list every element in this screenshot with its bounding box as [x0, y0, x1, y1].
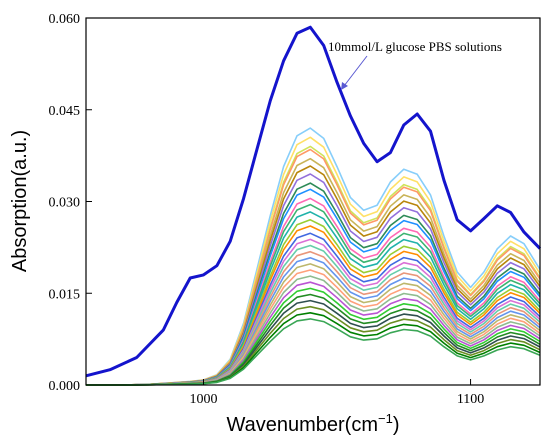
series-line-1 — [86, 127, 541, 386]
y-tick-label: 0.000 — [49, 379, 81, 394]
x-axis-label-main: Wavenumber(cm — [226, 414, 378, 436]
x-axis-label-sup: −1 — [378, 411, 393, 426]
y-tick-label: 0.060 — [49, 12, 81, 27]
series-line-5 — [86, 157, 541, 386]
x-axis-label-close: ) — [393, 414, 400, 436]
series-line-21 — [86, 269, 541, 386]
series-line-14 — [86, 225, 541, 386]
y-tick-label: 0.015 — [49, 287, 81, 302]
annotation-arrowhead — [341, 82, 348, 90]
annotation: 10mmol/L glucose PBS solutions — [328, 39, 502, 90]
series-line-0 — [85, 25, 542, 378]
x-axis-label: Wavenumber(cm−1) — [226, 411, 399, 436]
x-tick-label: 1100 — [457, 392, 484, 407]
y-tick-label: 0.030 — [49, 196, 81, 211]
y-tick-label: 0.045 — [49, 104, 81, 119]
y-axis-label: Absorption(a.u.) — [9, 130, 31, 272]
annotation-text: 10mmol/L glucose PBS solutions — [328, 39, 502, 54]
series-layer — [85, 25, 542, 386]
x-tick-label: 1000 — [190, 392, 218, 407]
plot-frame — [85, 17, 541, 386]
annotation-arrow — [343, 55, 368, 87]
ticks-layer: 0.000 0.015 0.030 0.045 0.060 1000 1100 — [49, 12, 485, 407]
series-line-9 — [86, 188, 541, 386]
